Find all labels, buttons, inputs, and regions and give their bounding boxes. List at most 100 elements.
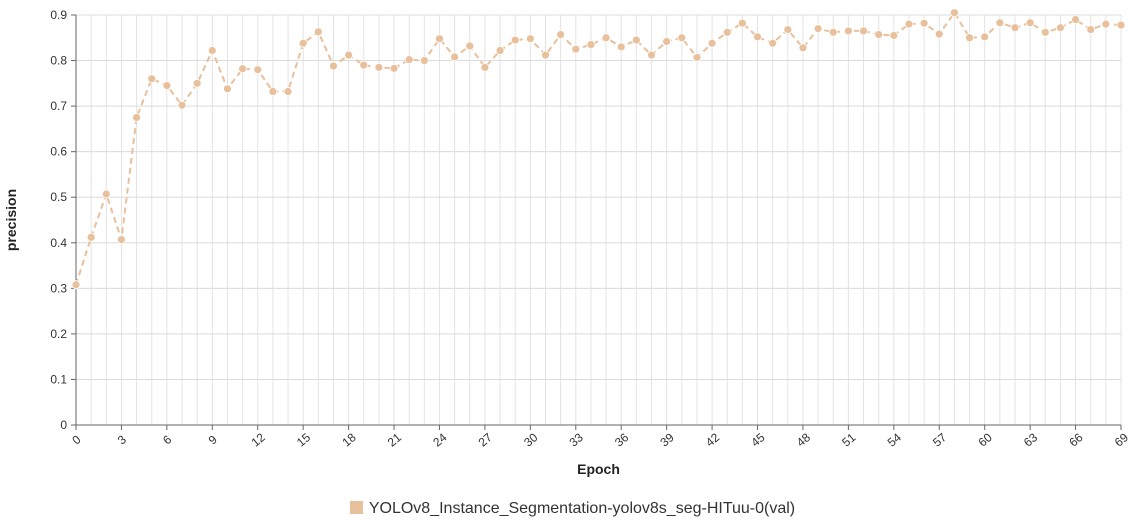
y-tick-label: 0.1 bbox=[50, 372, 67, 386]
y-axis-title: precision bbox=[3, 189, 19, 251]
data-point bbox=[238, 64, 247, 74]
data-point bbox=[1056, 23, 1065, 33]
data-point bbox=[389, 63, 399, 73]
data-point bbox=[207, 46, 217, 55]
data-point bbox=[147, 74, 157, 84]
data-point bbox=[934, 29, 944, 39]
x-tick-label: 48 bbox=[794, 430, 813, 450]
data-point bbox=[1101, 19, 1111, 29]
data-point bbox=[707, 38, 717, 48]
data-point bbox=[283, 87, 293, 96]
data-point bbox=[192, 78, 202, 88]
legend-label[interactable]: YOLOv8_Instance_Segmentation-yolov8s_seg… bbox=[368, 500, 796, 517]
data-point bbox=[950, 8, 959, 18]
data-point bbox=[525, 34, 535, 44]
x-axis-title: Epoch bbox=[577, 461, 620, 477]
data-point bbox=[1071, 15, 1080, 24]
data-point bbox=[313, 27, 323, 37]
data-point bbox=[450, 52, 460, 62]
data-point bbox=[298, 38, 308, 48]
y-tick-label: 0.6 bbox=[50, 145, 67, 159]
data-point bbox=[541, 50, 550, 60]
data-point bbox=[419, 56, 429, 65]
x-tick-label: 15 bbox=[294, 430, 313, 450]
data-point bbox=[480, 62, 490, 72]
data-point bbox=[101, 189, 111, 199]
data-point bbox=[1040, 27, 1050, 37]
data-point bbox=[465, 41, 475, 51]
x-tick-label: 3 bbox=[115, 432, 129, 447]
data-point bbox=[813, 24, 823, 34]
x-tick-label: 21 bbox=[385, 430, 404, 450]
series-layer bbox=[71, 8, 1126, 290]
data-point bbox=[889, 31, 899, 40]
x-tick-label: 27 bbox=[476, 430, 495, 450]
x-tick-label: 33 bbox=[567, 430, 586, 450]
data-point bbox=[344, 50, 354, 60]
data-point bbox=[692, 52, 702, 62]
data-point bbox=[435, 34, 444, 44]
data-point bbox=[768, 38, 778, 48]
data-point bbox=[223, 84, 232, 94]
x-tick-label: 39 bbox=[657, 430, 676, 450]
legend[interactable]: YOLOv8_Instance_Segmentation-yolov8s_seg… bbox=[0, 500, 1145, 518]
data-point bbox=[586, 40, 596, 50]
x-tick-label: 54 bbox=[885, 430, 904, 450]
y-tick-label: 0.9 bbox=[50, 8, 67, 22]
x-tick-label: 24 bbox=[430, 430, 449, 450]
y-axis-ticks: 0 0.1 0.2 0.3 0.4 0.5 0.6 0.7 0.8 0.9 bbox=[50, 8, 76, 432]
data-point bbox=[995, 18, 1005, 28]
legend-swatch[interactable] bbox=[349, 501, 363, 514]
data-point bbox=[1086, 25, 1096, 34]
y-tick-label: 0.5 bbox=[50, 190, 67, 204]
data-point bbox=[616, 42, 626, 52]
data-point bbox=[965, 33, 974, 43]
data-point bbox=[495, 46, 505, 55]
data-point bbox=[631, 35, 641, 45]
data-point bbox=[329, 61, 338, 71]
x-tick-label: 12 bbox=[249, 430, 268, 450]
x-tick-label: 57 bbox=[930, 430, 949, 450]
precision-line-chart: 00.10.20.30.40.50.60.70.80.9 0 3 6 9 12 15 18 2… bbox=[3, 8, 1131, 477]
x-tick-label: 69 bbox=[1112, 430, 1131, 450]
data-point bbox=[253, 65, 263, 75]
x-axis-ticks: 0 3 6 9 12 15 18 21 24 27 30 33 36 39 42 45 48 51 54 57 60 63… bbox=[69, 425, 1131, 450]
x-tick-label: 42 bbox=[703, 430, 722, 450]
data-point bbox=[919, 18, 929, 28]
x-tick-label: 51 bbox=[839, 430, 858, 450]
data-point bbox=[132, 113, 141, 122]
x-tick-label: 30 bbox=[521, 430, 540, 450]
x-tick-label: 60 bbox=[976, 430, 995, 450]
data-point bbox=[359, 60, 369, 70]
x-tick-label: 66 bbox=[1066, 430, 1085, 450]
data-point bbox=[86, 232, 96, 242]
x-tick-label: 9 bbox=[206, 432, 220, 447]
series-line bbox=[75, 10, 1122, 286]
data-point bbox=[783, 25, 793, 34]
data-point bbox=[722, 27, 732, 37]
data-point bbox=[162, 81, 172, 91]
data-point bbox=[859, 26, 868, 36]
data-point bbox=[1116, 20, 1126, 30]
data-point bbox=[117, 235, 126, 244]
data-point bbox=[753, 32, 762, 42]
data-point bbox=[404, 55, 414, 65]
data-point bbox=[1025, 18, 1035, 28]
data-point bbox=[571, 44, 581, 54]
x-tick-label: 63 bbox=[1021, 430, 1040, 450]
y-tick-label: 0.4 bbox=[50, 236, 67, 250]
grid-lines bbox=[75, 14, 1122, 426]
data-point bbox=[737, 18, 747, 28]
x-tick-label: 45 bbox=[748, 430, 767, 450]
data-point bbox=[798, 43, 808, 53]
data-point bbox=[843, 26, 853, 36]
data-point bbox=[556, 30, 566, 39]
y-tick-label: 0 bbox=[60, 418, 67, 432]
data-point bbox=[1010, 23, 1020, 33]
data-point bbox=[601, 33, 611, 43]
data-point bbox=[662, 37, 672, 46]
data-point bbox=[177, 100, 187, 110]
y-tick-label: 0.3 bbox=[50, 281, 67, 295]
data-point bbox=[647, 50, 656, 60]
data-point bbox=[874, 30, 884, 39]
